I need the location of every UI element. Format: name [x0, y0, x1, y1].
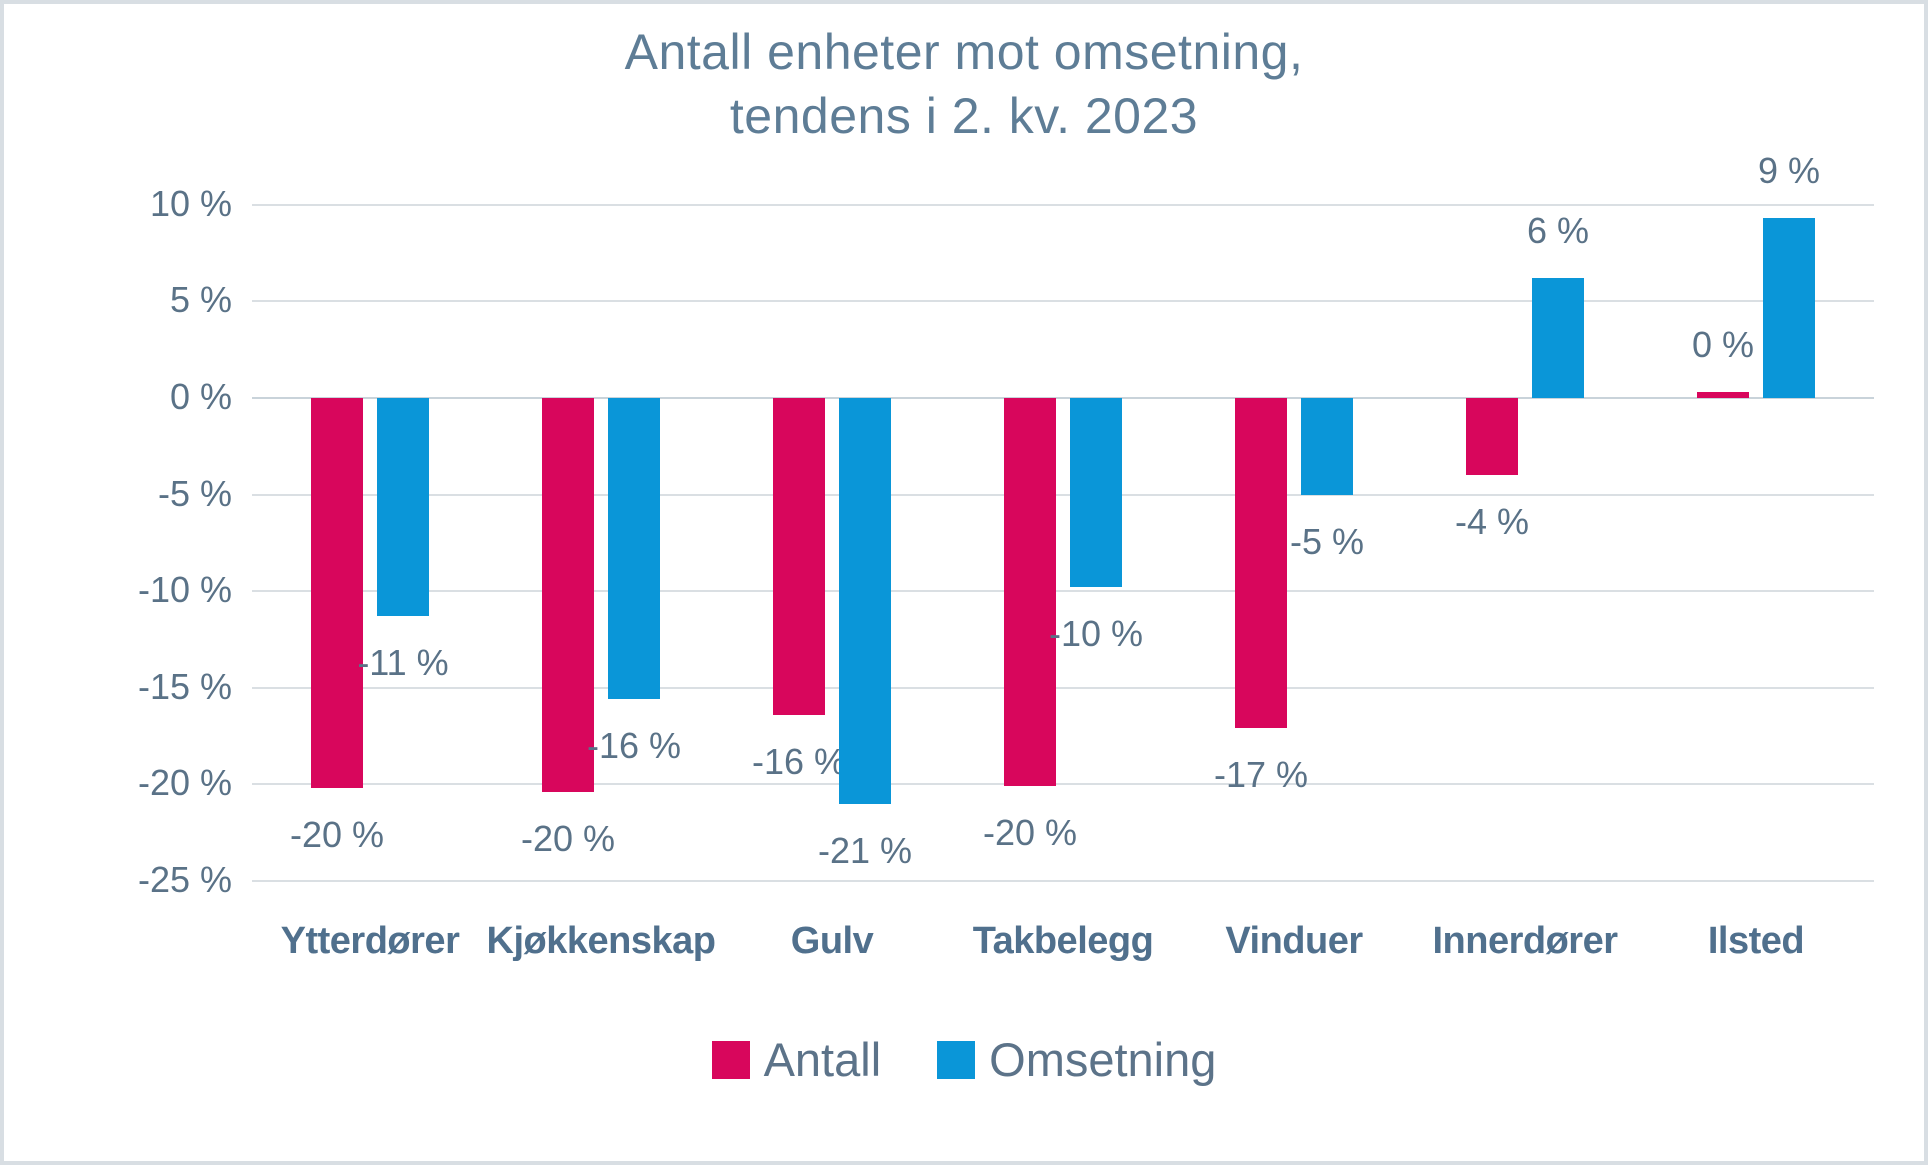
- data-label-omsetning-1: -11 %: [357, 642, 449, 684]
- bar-omsetning-1: [377, 398, 429, 617]
- legend-item-omsetning: Omsetning: [937, 1032, 1216, 1087]
- omsetning-legend-swatch: [937, 1040, 976, 1079]
- bar-omsetning-5: [1301, 398, 1353, 495]
- bar-omsetning-6: [1532, 278, 1584, 398]
- data-label-antall-2: -20 %: [520, 818, 616, 860]
- bar-antall-4: [1004, 398, 1056, 787]
- antall-legend-label: Antall: [763, 1033, 882, 1086]
- y-tick-label: 0 %: [169, 376, 232, 417]
- bar-omsetning-3: [839, 398, 891, 804]
- data-label-antall-5: -17 %: [1213, 754, 1309, 796]
- y-tick-label: -15 %: [137, 665, 232, 707]
- omsetning-legend-label: Omsetning: [989, 1033, 1217, 1086]
- category-label-7: Ilsted: [1707, 920, 1805, 962]
- antall-legend-swatch: [711, 1040, 750, 1079]
- category-label-5: Vinduer: [1225, 920, 1363, 962]
- data-label-antall-4: -20 %: [982, 812, 1078, 854]
- category-label-4: Takbelegg: [972, 920, 1154, 962]
- data-label-omsetning-3: -21 %: [817, 829, 913, 871]
- gridline-5: [252, 300, 1874, 303]
- bar-antall-6: [1466, 398, 1518, 476]
- y-tick-label: 5 %: [169, 279, 232, 321]
- gridline--5: [252, 493, 1874, 496]
- y-tick-label: -10 %: [137, 569, 232, 611]
- bar-antall-5: [1235, 398, 1287, 729]
- data-label-antall-1: -20 %: [289, 814, 385, 856]
- data-label-omsetning-5: -5 %: [1289, 520, 1365, 562]
- gridline-10: [252, 203, 1874, 206]
- bar-omsetning-2: [608, 398, 660, 700]
- data-label-antall-7: 0 %: [1691, 324, 1755, 366]
- gridline--10: [252, 590, 1874, 593]
- bar-antall-1: [311, 398, 363, 789]
- bar-antall-3: [773, 398, 825, 715]
- y-tick-label: -5 %: [157, 472, 232, 514]
- data-label-antall-6: -4 %: [1454, 501, 1530, 543]
- gridline-0: [252, 397, 1874, 399]
- bar-omsetning-7: [1763, 218, 1815, 398]
- y-tick-label: -25 %: [137, 859, 232, 900]
- y-tick-label: 10 %: [149, 182, 232, 224]
- bar-omsetning-4: [1070, 398, 1122, 588]
- category-label-3: Gulv: [790, 920, 874, 962]
- category-label-1: Ytterdører: [280, 920, 460, 962]
- chart-title-line2: tendens i 2. kv. 2023: [729, 88, 1199, 144]
- bar-antall-2: [542, 398, 594, 793]
- legend-item-antall: Antall: [711, 1032, 882, 1087]
- chart-title: Antall enheter mot omsetning, tendens i …: [4, 20, 1924, 148]
- chart-title-line1: Antall enheter mot omsetning,: [624, 24, 1304, 80]
- gridline--25: [252, 880, 1874, 882]
- gridline--20: [252, 783, 1874, 786]
- data-label-omsetning-7: 9 %: [1757, 150, 1821, 192]
- data-label-omsetning-4: -10 %: [1048, 613, 1144, 655]
- legend: Antall Omsetning: [4, 1032, 1924, 1087]
- data-label-omsetning-2: -16 %: [586, 725, 682, 767]
- data-label-omsetning-6: 6 %: [1526, 210, 1590, 252]
- data-label-antall-3: -16 %: [751, 740, 847, 782]
- y-tick-label: -20 %: [137, 762, 232, 804]
- category-label-2: Kjøkkenskap: [486, 920, 716, 962]
- plot-area: 10 % 5 % 0 % -5 % -10 % -15 % -20 % -25 % -20 % -…: [4, 4, 1928, 1165]
- gridline--15: [252, 686, 1874, 689]
- bar-antall-7: [1697, 392, 1749, 398]
- category-label-6: Innerdører: [1432, 920, 1618, 962]
